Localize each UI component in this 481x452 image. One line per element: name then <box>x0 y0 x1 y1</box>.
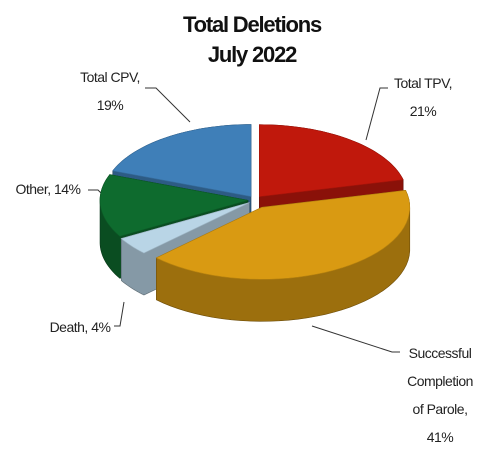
labels: Total TPV, 21% Successful Completion of Paro… <box>15 69 473 445</box>
slice <box>259 124 404 198</box>
slice <box>99 174 249 237</box>
leader-line <box>365 87 388 141</box>
slice <box>155 190 411 280</box>
data-label: Total CPV, 19% <box>80 69 140 113</box>
data-label: Successful Completion of Parole, 41% <box>407 345 473 445</box>
leader-line <box>311 325 400 353</box>
leader-line <box>145 87 191 123</box>
data-label: Total TPV, 21% <box>394 75 452 119</box>
data-label: Other, 14% <box>15 181 80 197</box>
chart-subtitle: July 2022 <box>208 42 297 67</box>
pie <box>99 124 411 322</box>
chart-title: Total Deletions <box>183 12 322 37</box>
leader-line <box>114 301 125 327</box>
data-label: Death, 4% <box>50 319 111 335</box>
slice <box>112 124 252 197</box>
slice <box>120 202 250 254</box>
